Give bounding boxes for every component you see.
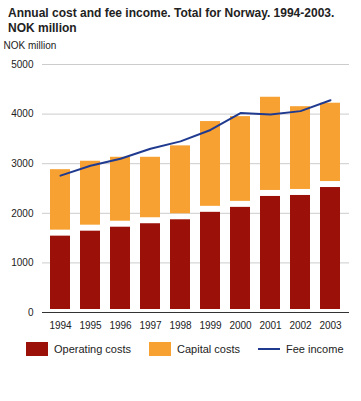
html-text:Operating costs: Operating costs	[54, 343, 131, 355]
html-text:Capital costs: Capital costs	[177, 343, 240, 355]
svg-text:1996: 1996	[109, 320, 132, 331]
svg-text:2000: 2000	[229, 320, 252, 331]
svg-text:1998: 1998	[169, 320, 192, 331]
svg-text:1995: 1995	[79, 320, 102, 331]
svg-text:2000: 2000	[11, 208, 34, 219]
svg-text:2002: 2002	[289, 320, 312, 331]
html-text:Fee income: Fee income	[286, 343, 344, 355]
svg-text:2001: 2001	[259, 320, 282, 331]
svg-text:1997: 1997	[139, 320, 162, 331]
svg-text:1994: 1994	[49, 320, 72, 331]
svg-text:0: 0	[28, 307, 34, 318]
svg-text:NOK million: NOK million	[4, 40, 57, 51]
svg-text:2003: 2003	[319, 320, 342, 331]
svg-text:1999: 1999	[199, 320, 222, 331]
svg-text:3000: 3000	[11, 158, 34, 169]
svg-text:4000: 4000	[11, 108, 34, 119]
svg-text:5000: 5000	[11, 59, 34, 70]
html-text:Annual cost and fee income. To: Annual cost and fee income. Total for No…	[8, 6, 335, 35]
svg-text:1000: 1000	[11, 257, 34, 268]
